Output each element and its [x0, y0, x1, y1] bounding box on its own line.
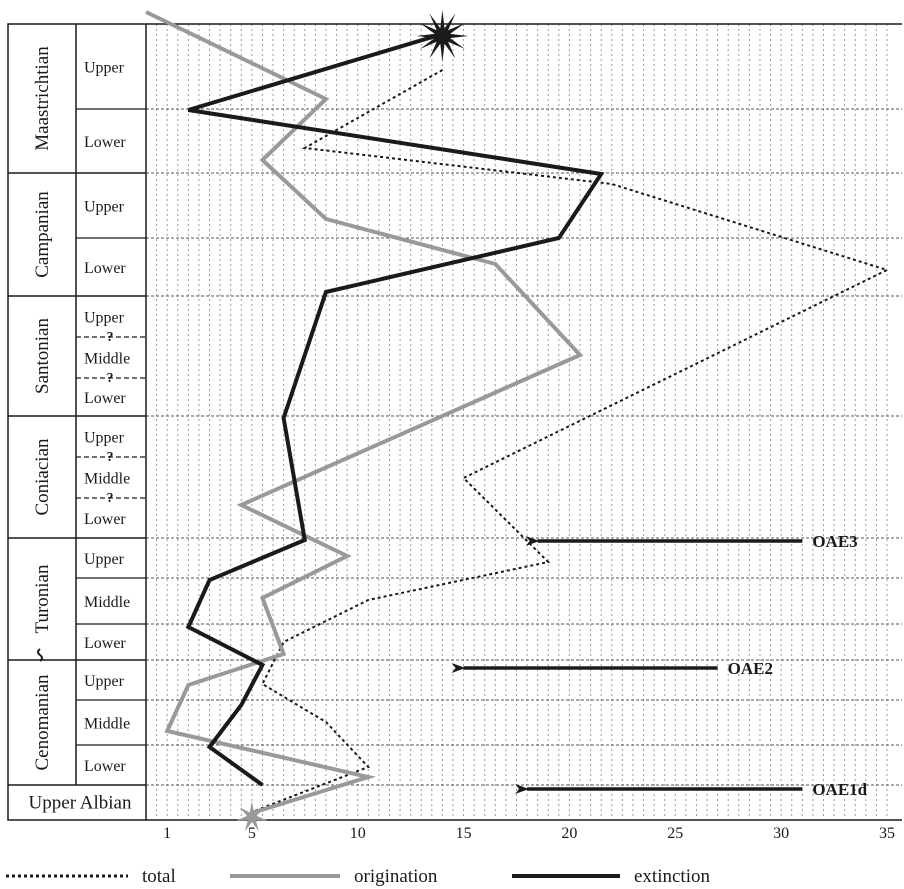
x-tick-label: 35 — [879, 825, 895, 842]
x-tick-label: 30 — [773, 825, 789, 842]
x-tick-label: 1 — [163, 825, 171, 842]
stage-boundary-mark — [37, 648, 43, 662]
stage-label-cenomanian: Cenomanian — [32, 674, 53, 771]
substage-label: Upper — [84, 60, 125, 77]
x-tick-label: 20 — [561, 825, 577, 842]
chart-series — [145, 10, 890, 815]
chart-events: OAE3 OAE2 OAE1d — [236, 10, 868, 832]
event-label-oae2: OAE2 — [728, 659, 773, 678]
stage-label-upper-albian: Upper Albian — [29, 793, 132, 814]
uncertain-boundary-mark: ? — [107, 450, 114, 465]
substage-label: Lower — [84, 260, 126, 277]
chart-grid — [146, 23, 902, 821]
legend-label-origination: origination — [354, 866, 438, 887]
series-line-origination — [145, 10, 584, 815]
stage-label-coniacian: Coniacian — [32, 438, 53, 516]
substage-label: Middle — [84, 351, 130, 368]
extinction-star-marker — [416, 10, 469, 62]
stage-label-santonian: Santonian — [32, 318, 53, 394]
substage-label: Middle — [84, 471, 130, 488]
origination-star-marker — [236, 801, 268, 832]
legend-label-extinction: extinction — [634, 866, 710, 887]
stage-label-campanian: Campanian — [32, 191, 53, 278]
uncertain-boundary-mark: ? — [107, 491, 114, 506]
substage-label: Lower — [84, 390, 126, 407]
substage-label: Upper — [84, 310, 125, 327]
substage-label: Lower — [84, 511, 126, 528]
stratigraphic-column: Maastrichtian Campanian Santonian Coniacian… — [7, 23, 147, 821]
column-frame — [7, 23, 147, 821]
uncertain-boundary-mark: ? — [107, 371, 114, 386]
substage-label: Lower — [84, 758, 126, 775]
substage-label: Upper — [84, 430, 125, 447]
x-tick-label: 15 — [456, 825, 472, 842]
substage-label: Lower — [84, 635, 126, 652]
x-axis: 1 5 10 15 20 25 30 35 — [163, 825, 895, 842]
substage-label: Lower — [84, 134, 126, 151]
legend-label-total: total — [142, 866, 176, 887]
series-line-total — [251, 69, 890, 813]
uncertain-boundary-mark: ? — [107, 330, 114, 345]
legend: total origination extinction — [6, 866, 710, 887]
event-label-oae3: OAE3 — [812, 532, 857, 551]
x-tick-label: 25 — [667, 825, 683, 842]
stage-label-turonian: Turonian — [32, 564, 53, 633]
event-label-oae1d: OAE1d — [812, 780, 867, 799]
x-tick-label: 5 — [248, 825, 256, 842]
substage-label: Middle — [84, 594, 130, 611]
substage-label: Middle — [84, 716, 130, 733]
x-tick-label: 10 — [350, 825, 366, 842]
stage-label-maastrichtian: Maastrichtian — [32, 46, 53, 151]
substage-label: Upper — [84, 551, 125, 568]
substage-label: Upper — [84, 199, 125, 216]
series-line-extinction — [185, 32, 605, 787]
substage-label: Upper — [84, 673, 125, 690]
